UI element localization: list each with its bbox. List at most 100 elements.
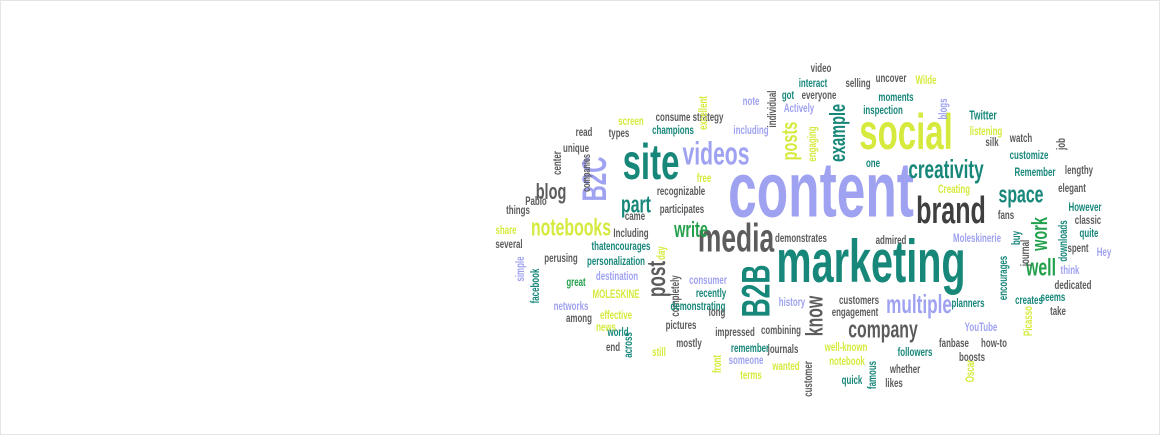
word: journal: [1020, 240, 1033, 267]
word: completely: [670, 275, 683, 317]
word: Wilde: [915, 75, 936, 88]
word: brand: [916, 189, 986, 231]
word: journals: [767, 344, 799, 357]
word: social: [859, 104, 953, 159]
word: across: [623, 332, 636, 358]
word: news: [596, 322, 616, 335]
word: personalization: [587, 256, 645, 269]
word: facebook: [530, 268, 543, 303]
word: things: [506, 205, 530, 218]
word: several: [495, 239, 522, 252]
word: customers: [839, 295, 879, 308]
word: part: [621, 192, 651, 218]
word: multiple: [886, 289, 952, 319]
word: participates: [660, 204, 705, 217]
word: wanted: [772, 361, 800, 374]
word: screen: [618, 116, 644, 129]
word: day: [656, 246, 669, 260]
word: customer: [803, 361, 816, 397]
word: fans: [998, 210, 1015, 223]
word: encourages: [998, 256, 1011, 301]
word: demonstrates: [775, 233, 827, 246]
word: Oscar: [965, 360, 978, 382]
word: thatencourages: [592, 241, 651, 254]
word: long: [709, 307, 726, 320]
word: end: [606, 342, 620, 355]
word: classic: [1075, 215, 1102, 228]
word: uncover: [876, 73, 907, 86]
word: fanbase: [939, 338, 969, 351]
word: admired: [876, 235, 907, 248]
word: buy: [1011, 231, 1024, 245]
word: front: [712, 355, 725, 373]
word: followers: [898, 347, 933, 360]
word: example: [825, 104, 850, 162]
word: lengthy: [1065, 165, 1093, 178]
word: likes: [885, 378, 903, 391]
word: inspection: [863, 105, 903, 118]
word: history: [779, 297, 806, 310]
word: excellent: [698, 96, 711, 130]
word: engagement: [832, 307, 879, 320]
word: terms: [740, 370, 762, 383]
word: read: [576, 127, 593, 140]
word: recognizable: [657, 186, 706, 199]
word: quite: [1080, 228, 1099, 241]
word: creates: [1015, 295, 1043, 308]
word: combining: [761, 325, 801, 338]
word: companies: [580, 154, 592, 192]
word: well: [1025, 255, 1056, 281]
word: got: [782, 90, 795, 103]
word: content: [728, 147, 914, 234]
word: B2B: [734, 265, 779, 318]
word: Pablo: [525, 196, 547, 209]
word: demonstrating: [671, 301, 726, 314]
word: creativity: [908, 154, 984, 184]
word: boosts: [959, 352, 985, 365]
word: free: [697, 173, 712, 186]
word: interact: [799, 78, 828, 91]
word: spent: [1067, 243, 1089, 256]
word: However: [1069, 202, 1102, 215]
word: destination: [596, 271, 638, 284]
word: strategy: [693, 112, 724, 125]
word: came: [625, 211, 646, 224]
word: unique: [563, 143, 589, 156]
word: everyone: [802, 90, 837, 103]
word: Twitter: [969, 109, 997, 123]
word: how-to: [981, 338, 1007, 351]
word: Picasso: [1023, 306, 1036, 336]
word: note: [743, 96, 760, 109]
word: great: [566, 277, 586, 290]
word: remember: [731, 343, 769, 356]
word: planners: [952, 298, 985, 311]
word: customize: [1010, 150, 1049, 163]
word: world: [607, 327, 629, 340]
word: listening: [970, 126, 1003, 139]
word: consumer: [689, 275, 727, 288]
word: Remember: [1015, 167, 1056, 180]
word: site: [623, 134, 680, 189]
word: company: [848, 317, 918, 343]
word: effective: [600, 310, 632, 323]
word: watch: [1009, 133, 1032, 146]
word: write: [673, 217, 708, 242]
word: notebook: [829, 356, 865, 369]
word: blogs: [938, 98, 951, 119]
word: whether: [889, 364, 920, 377]
word: blog: [536, 179, 567, 204]
word: engaging: [807, 126, 820, 161]
word: center: [552, 151, 565, 175]
word: YouTube: [965, 322, 998, 335]
word: space: [999, 182, 1044, 208]
word: impressed: [715, 327, 755, 340]
word: pictures: [666, 320, 697, 333]
word: take: [1050, 306, 1066, 319]
word: dedicated: [1055, 280, 1092, 293]
word: quick: [842, 375, 863, 388]
word: posts: [777, 122, 802, 161]
word: including: [733, 125, 768, 138]
word: marketing: [776, 228, 965, 295]
word: still: [652, 347, 666, 360]
word: B2C: [576, 156, 614, 201]
